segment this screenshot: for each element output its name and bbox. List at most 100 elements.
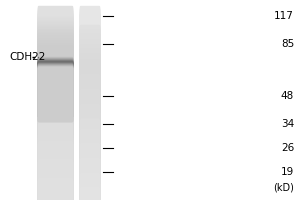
Bar (80, 39, 99, 90)
Bar (80, 53, 99, 104)
Bar (38, 63, 72, 114)
Bar (80, 151, 99, 200)
Bar (80, 184, 99, 200)
Bar (38, 133, 72, 184)
Bar (38, 15, 72, 66)
Bar (80, 137, 99, 188)
Bar (38, 59, 72, 110)
Bar (80, 38, 99, 89)
Bar (80, 148, 99, 199)
Bar (80, 24, 99, 75)
Bar (80, 23, 99, 74)
Bar (80, 155, 99, 200)
Bar (38, 19, 72, 70)
Bar (38, 61, 72, 111)
Bar (38, 168, 72, 200)
Bar (38, 65, 72, 115)
Bar (80, 69, 99, 120)
Bar (80, 121, 99, 172)
Bar (80, 6, 99, 57)
Bar (38, 91, 72, 142)
Bar (80, 116, 99, 167)
Bar (80, 71, 99, 122)
Bar (38, 160, 72, 200)
Bar (80, 115, 99, 166)
Bar (80, 87, 99, 138)
Bar (38, 183, 72, 200)
Bar (38, 10, 72, 61)
Bar (38, 75, 72, 126)
Bar (38, 116, 72, 167)
Bar (38, 31, 72, 82)
Bar (38, 66, 72, 116)
Bar (38, 14, 72, 64)
Bar (38, 82, 72, 133)
Bar (38, 128, 72, 179)
Bar (80, 186, 99, 200)
Bar (80, 46, 99, 97)
Bar (38, 77, 72, 128)
Bar (80, 160, 99, 200)
Bar (38, 68, 72, 118)
Bar (80, 154, 99, 200)
Bar (38, 96, 72, 147)
Bar (80, 52, 99, 103)
Bar (38, 62, 72, 112)
Bar (38, 90, 72, 141)
Bar (80, 16, 99, 67)
Bar (80, 54, 99, 105)
Bar (38, 69, 72, 119)
Bar (38, 191, 72, 200)
Bar (38, 171, 72, 200)
Bar (80, 47, 99, 98)
Bar (80, 66, 99, 117)
Bar (80, 139, 99, 189)
Bar (80, 61, 99, 112)
Bar (38, 70, 72, 120)
Bar (38, 64, 72, 114)
Bar (38, 29, 72, 80)
Bar (38, 72, 72, 123)
Bar (80, 10, 99, 61)
Bar (38, 71, 72, 121)
Bar (38, 67, 72, 117)
Bar (80, 140, 99, 191)
Bar (80, 144, 99, 195)
Bar (80, 119, 99, 170)
Bar (38, 17, 72, 68)
Bar (38, 95, 72, 146)
Bar (80, 159, 99, 200)
Bar (38, 67, 72, 117)
Bar (80, 124, 99, 175)
Bar (80, 191, 99, 200)
Bar (80, 21, 99, 72)
Bar (38, 69, 72, 119)
Bar (38, 178, 72, 200)
Bar (80, 12, 99, 63)
Bar (38, 152, 72, 200)
Bar (38, 176, 72, 200)
Bar (38, 60, 72, 110)
Bar (38, 58, 72, 108)
Bar (38, 71, 72, 121)
Bar (38, 28, 72, 79)
Bar (38, 122, 72, 173)
Bar (80, 113, 99, 164)
Bar (38, 65, 72, 115)
Bar (38, 55, 72, 106)
Bar (38, 157, 72, 200)
Bar (80, 41, 99, 92)
Bar (38, 61, 72, 112)
Bar (80, 56, 99, 107)
Text: 19: 19 (281, 167, 294, 177)
Bar (80, 146, 99, 197)
Bar (38, 192, 72, 200)
Bar (38, 189, 72, 200)
Bar (80, 92, 99, 142)
Bar (38, 66, 72, 117)
Bar (38, 44, 72, 95)
Text: 48: 48 (281, 91, 294, 101)
Bar (38, 125, 72, 176)
Bar (38, 57, 72, 108)
Bar (38, 137, 72, 188)
